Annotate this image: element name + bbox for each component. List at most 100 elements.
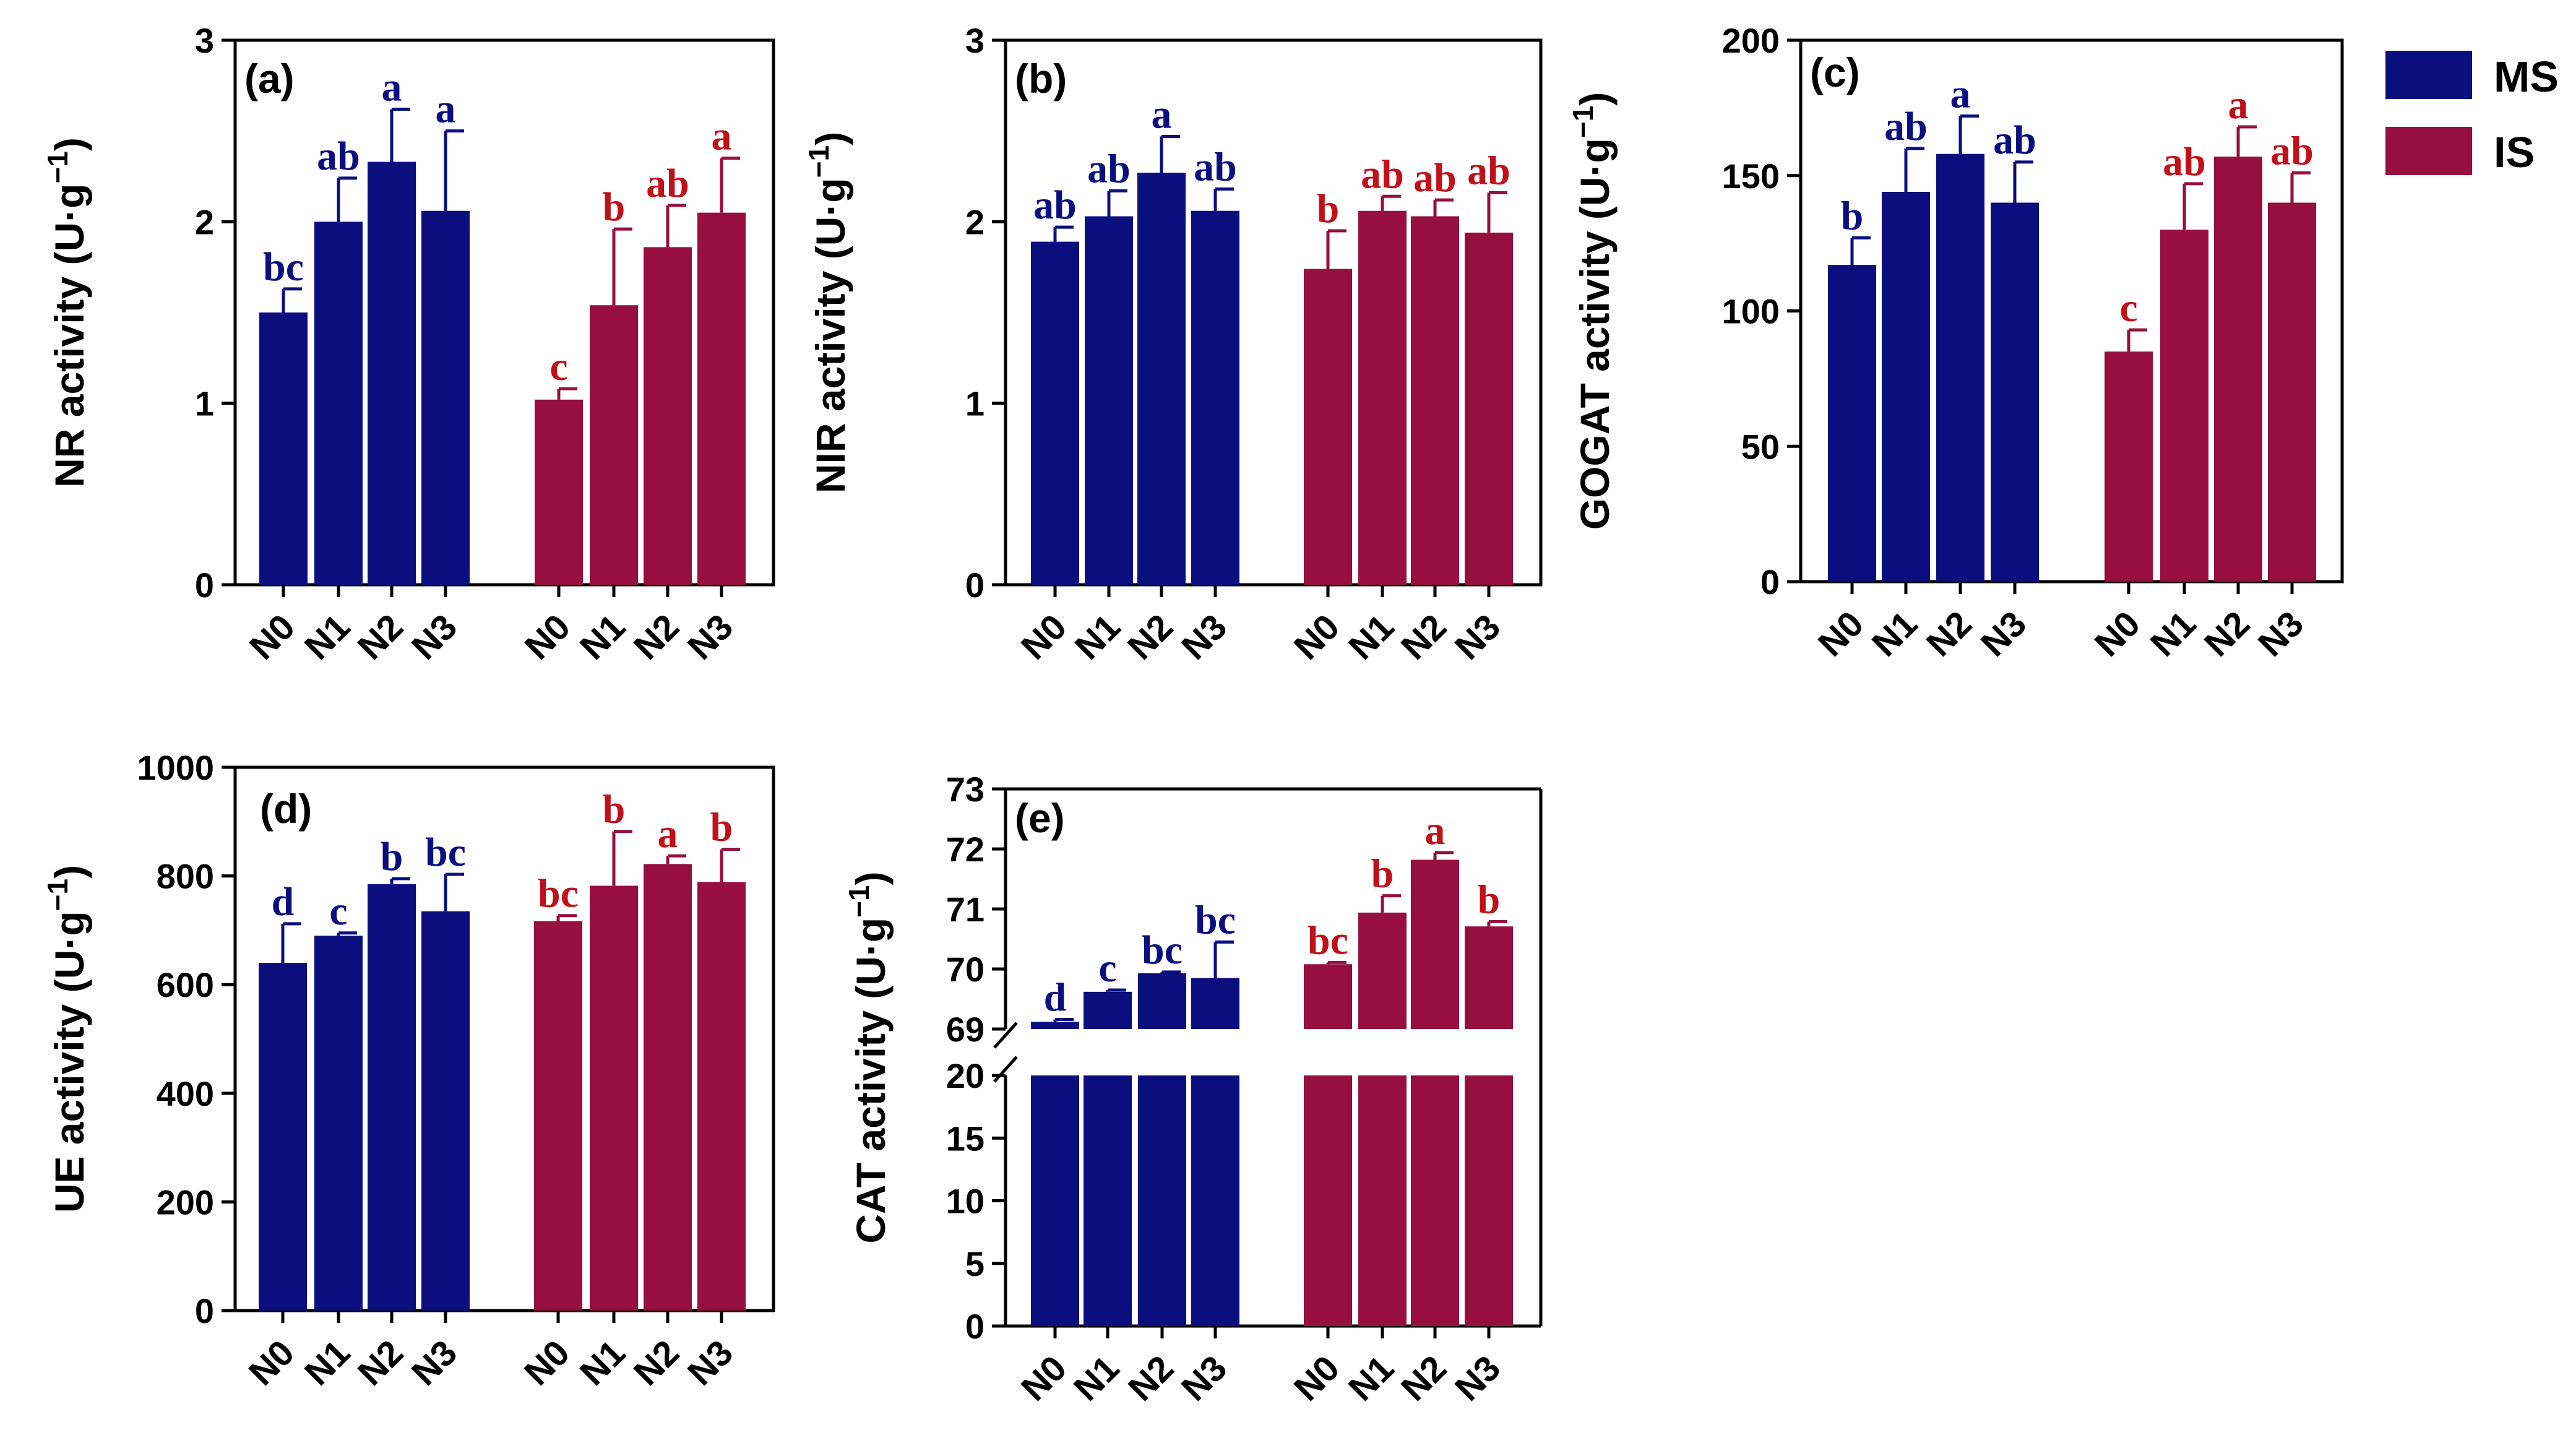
bar [2268, 202, 2316, 582]
bar [644, 247, 692, 585]
bar [1191, 978, 1239, 1029]
y-tick-label: 600 [157, 965, 214, 1004]
significance-label: ab [1993, 118, 2036, 163]
y-axis-label: NIR activity (U·g−1) [803, 132, 853, 493]
panel-label: (e) [1015, 795, 1065, 841]
y-tick-label: 200 [157, 1182, 214, 1221]
legend-label-is: IS [2494, 128, 2535, 176]
bar [2160, 230, 2208, 582]
bar [1191, 210, 1239, 585]
y-tick-label: 72 [946, 830, 985, 869]
plot-frame [233, 38, 775, 587]
significance-label: bc [538, 871, 579, 916]
y-tick-label: 1 [195, 384, 214, 423]
x-tick-label: N1 [1341, 1348, 1402, 1408]
y-tick-label: 0 [965, 1307, 985, 1346]
bar-lower-segment [1465, 1075, 1513, 1326]
x-tick-label: N0 [517, 606, 578, 667]
bar [1882, 192, 1930, 582]
bar [1411, 859, 1459, 1029]
significance-label: a [382, 64, 402, 110]
x-tick-label: N3 [2251, 603, 2311, 664]
panel-label: (b) [1015, 56, 1067, 101]
panel-label: (c) [1810, 50, 1860, 95]
significance-label: b [603, 787, 626, 832]
bar [535, 399, 583, 585]
bar [697, 882, 746, 1311]
x-tick-label: N3 [1447, 606, 1508, 667]
x-tick-label: N2 [1121, 1348, 1181, 1408]
significance-label: a [658, 811, 678, 856]
x-tick-label: N0 [1286, 606, 1347, 667]
y-tick-label: 0 [965, 566, 985, 605]
y-tick-label: 2 [965, 202, 985, 241]
y-tick-label: 3 [965, 21, 985, 60]
significance-label: b [1841, 193, 1864, 238]
significance-label: ab [1087, 146, 1131, 191]
bar [1828, 265, 1876, 582]
bar [1358, 210, 1407, 585]
significance-label: bc [1195, 897, 1236, 942]
y-tick-label: 800 [157, 857, 214, 896]
bar-lower-segment [1304, 1075, 1352, 1326]
significance-label: c [329, 889, 347, 934]
significance-label: bc [263, 244, 304, 290]
x-tick-label: N3 [680, 1332, 741, 1393]
significance-label: ab [1884, 104, 1928, 149]
y-axis-label: NR activity (U·g−1) [41, 137, 92, 488]
x-tick-label: N2 [2197, 603, 2257, 664]
bar [1304, 964, 1352, 1029]
x-tick-label: N2 [626, 606, 687, 667]
y-tick-label: 2 [195, 202, 214, 241]
x-tick-label: N2 [626, 1332, 687, 1393]
bar [1304, 269, 1352, 585]
y-tick-label: 10 [946, 1182, 985, 1221]
significance-label: bc [425, 830, 466, 875]
bar [590, 305, 638, 585]
bar [1991, 202, 2039, 582]
significance-label: ab [317, 134, 360, 179]
x-tick-label: N3 [1447, 1348, 1508, 1408]
x-tick-label: N1 [572, 606, 633, 667]
bar [1137, 173, 1186, 585]
bar [2105, 351, 2153, 582]
y-axis-label: GOGAT activity (U·g−1) [1567, 92, 1618, 530]
y-tick-label: 20 [946, 1056, 985, 1095]
bar-lower-segment [1138, 1075, 1186, 1326]
bar [421, 210, 470, 585]
x-tick-label: N0 [2087, 603, 2148, 664]
significance-label: b [1478, 877, 1501, 922]
x-tick-label: N2 [1394, 1348, 1454, 1408]
bar-lower-segment [1191, 1075, 1239, 1326]
y-axis-label: CAT activity (U·g−1) [843, 871, 894, 1243]
legend-swatch-ms [2385, 51, 2472, 99]
x-tick-label: N3 [404, 1332, 465, 1393]
significance-label: ab [1194, 145, 1237, 190]
significance-label: a [436, 87, 456, 132]
y-tick-label: 73 [946, 770, 985, 809]
bar-lower-segment [1358, 1075, 1407, 1326]
y-tick-label: 0 [195, 566, 214, 605]
significance-label: ab [1413, 155, 1457, 200]
x-tick-label: N2 [350, 606, 411, 667]
y-tick-label: 70 [946, 950, 985, 989]
legend: MS IS [2385, 51, 2559, 176]
x-tick-label: N1 [2143, 603, 2204, 664]
x-tick-label: N2 [350, 1332, 411, 1393]
significance-label: a [1152, 92, 1172, 137]
significance-label: a [1425, 808, 1446, 853]
plot-frame [233, 765, 775, 1312]
x-tick-label: N0 [242, 606, 303, 667]
bar [644, 864, 692, 1311]
significance-label: a [2228, 82, 2249, 127]
significance-label: c [2119, 285, 2137, 330]
y-tick-label: 69 [946, 1010, 985, 1049]
bar [368, 884, 416, 1311]
x-tick-label: N1 [1066, 1348, 1127, 1408]
